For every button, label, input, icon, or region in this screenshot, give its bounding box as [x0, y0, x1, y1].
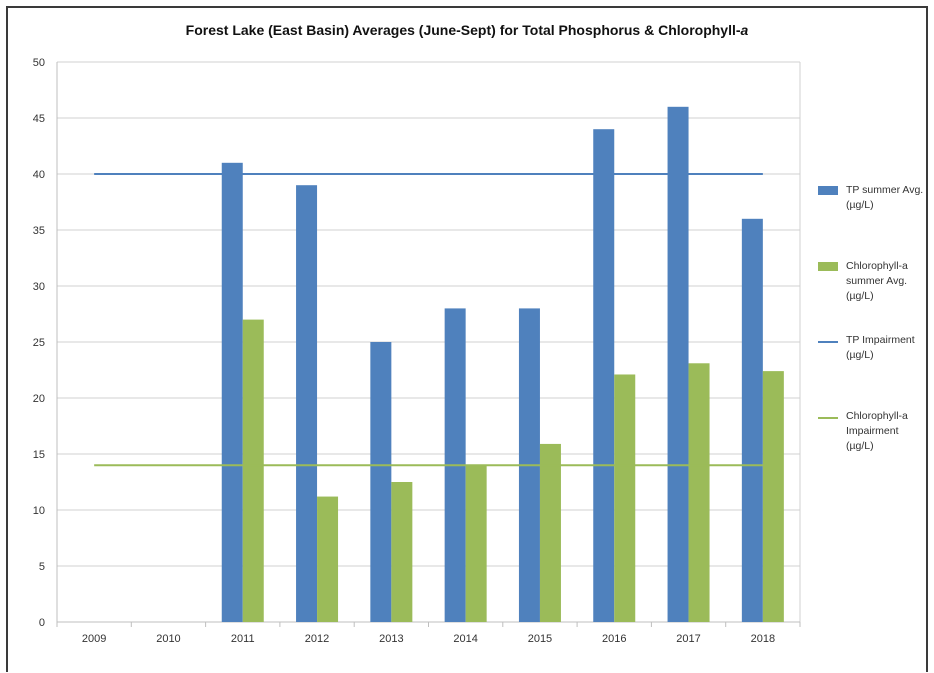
x-tick-label: 2016 [602, 633, 626, 645]
legend-label-line: TP summer Avg. [846, 184, 924, 196]
legend-label: TP Impairment (µg/L) [846, 333, 934, 363]
legend-label-line: (µg/L) [846, 349, 874, 361]
chlorophyll-bar [242, 319, 264, 622]
tp-bar [221, 162, 243, 623]
chart-title-text: Forest Lake (East Basin) Averages (June-… [185, 22, 741, 38]
x-tick-label: 2010 [156, 633, 180, 645]
y-tick-label: 5 [39, 561, 45, 573]
legend-label-line: (µg/L) [846, 199, 874, 211]
y-tick-label: 30 [33, 281, 45, 293]
legend-swatch-line [818, 417, 838, 419]
y-tick-label: 0 [39, 617, 45, 629]
legend-swatch-bar [818, 262, 838, 271]
chlorophyll-bar [762, 371, 784, 622]
legend-label: Chlorophyll-a Impairment (µg/L) [846, 409, 934, 454]
legend-label-line: (µg/L) [846, 290, 874, 302]
legend-label-line: TP Impairment [846, 334, 915, 346]
y-tick-label: 45 [33, 113, 45, 125]
chlorophyll-bar [688, 363, 710, 622]
tp-bar [296, 185, 318, 622]
y-tick-label: 50 [33, 57, 45, 69]
chlorophyll-bar [391, 482, 413, 622]
tp-bar [593, 129, 615, 622]
legend-label-line: summer Avg. [846, 275, 908, 287]
y-tick-label: 25 [33, 337, 45, 349]
chlorophyll-bar [317, 496, 339, 622]
chart-title: Forest Lake (East Basin) Averages (June-… [0, 22, 934, 38]
x-tick-label: 2014 [453, 633, 477, 645]
chlorophyll-bar [614, 374, 636, 622]
tp-bar [667, 106, 689, 623]
chlorophyll-bar [539, 443, 561, 622]
x-tick-label: 2015 [528, 633, 552, 645]
y-tick-label: 40 [33, 169, 45, 181]
legend-label-line: Chlorophyll-a [846, 410, 908, 422]
x-tick-label: 2012 [305, 633, 329, 645]
x-tick-label: 2009 [82, 633, 106, 645]
legend-label-line: Impairment [846, 425, 899, 437]
x-tick-label: 2017 [676, 633, 700, 645]
tp-bar [370, 342, 392, 622]
tp-bar [741, 218, 763, 623]
legend-label-line: Chlorophyll-a [846, 260, 908, 272]
x-tick-label: 2018 [751, 633, 775, 645]
legend-label: TP summer Avg. (µg/L) [846, 183, 934, 213]
legend-swatch-bar [818, 186, 838, 195]
x-tick-label: 2013 [379, 633, 403, 645]
y-tick-label: 20 [33, 393, 45, 405]
y-tick-label: 35 [33, 225, 45, 237]
legend-label-line: (µg/L) [846, 440, 874, 452]
legend-swatch-line [818, 341, 838, 343]
chlorophyll-bar [465, 465, 487, 622]
y-tick-label: 10 [33, 505, 45, 517]
y-tick-label: 15 [33, 449, 45, 461]
x-tick-label: 2011 [231, 633, 255, 645]
chart-title-italic: a [740, 22, 749, 38]
legend-label: Chlorophyll-a summer Avg. (µg/L) [846, 259, 934, 304]
